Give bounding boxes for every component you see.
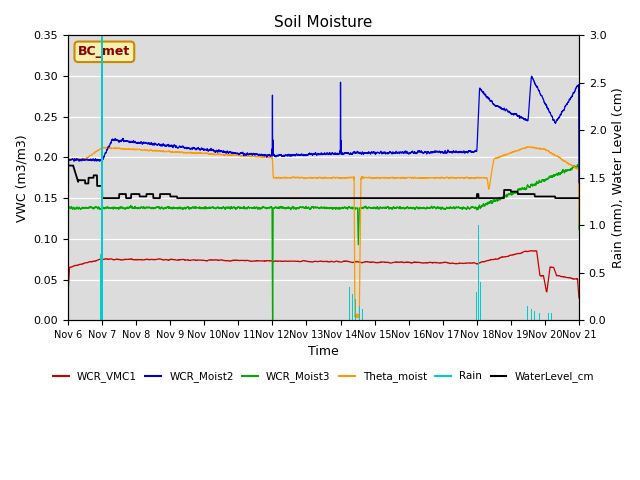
- Y-axis label: VWC (m3/m3): VWC (m3/m3): [15, 134, 28, 222]
- Legend: WCR_VMC1, WCR_Moist2, WCR_Moist3, Theta_moist, Rain, WaterLevel_cm: WCR_VMC1, WCR_Moist2, WCR_Moist3, Theta_…: [49, 367, 598, 386]
- X-axis label: Time: Time: [308, 346, 339, 359]
- Title: Soil Moisture: Soil Moisture: [275, 15, 372, 30]
- Y-axis label: Rain (mm), Water Level (cm): Rain (mm), Water Level (cm): [612, 87, 625, 268]
- Text: BC_met: BC_met: [78, 45, 131, 58]
